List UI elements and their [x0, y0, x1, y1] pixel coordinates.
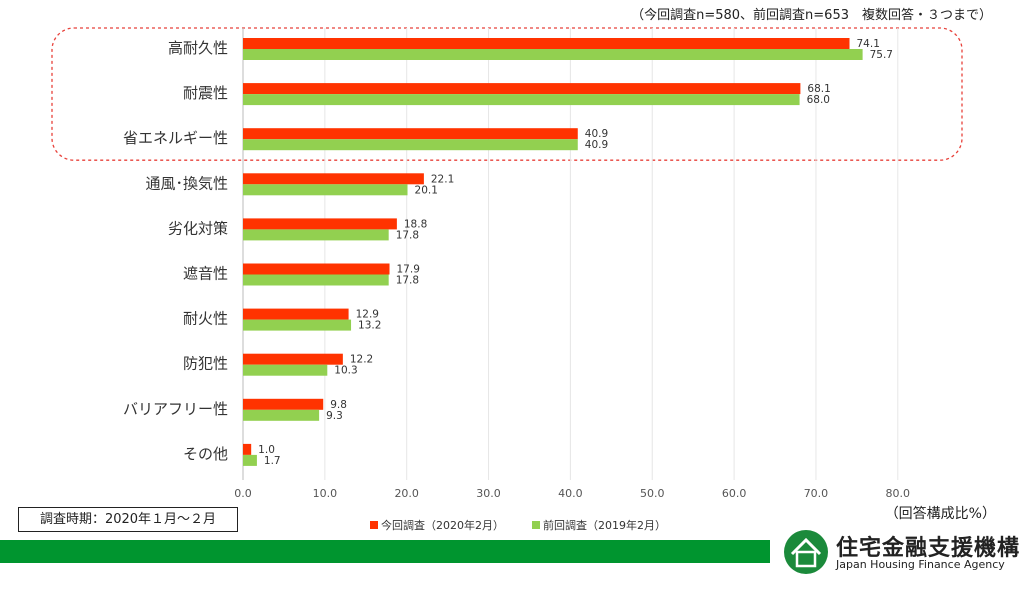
x-tick-label: 60.0: [722, 487, 747, 500]
highlight-box: [51, 27, 963, 161]
data-label-previous: 75.7: [870, 49, 893, 61]
bar-current: [243, 263, 390, 275]
data-label-previous: 17.8: [396, 229, 419, 241]
x-tick-label: 10.0: [313, 487, 338, 500]
bar-current: [243, 38, 850, 49]
bar-previous: [243, 409, 320, 421]
survey-note: （今回調査n=580、前回調査n=653 複数回答・３つまで）: [631, 8, 992, 23]
data-label-previous: 10.3: [334, 365, 357, 377]
x-tick-label: 50.0: [640, 487, 665, 500]
bar-current: [243, 218, 397, 230]
legend-swatch-previous: [532, 521, 540, 529]
bar-previous: [243, 184, 408, 196]
bar-current: [243, 398, 324, 410]
bar-previous: [243, 94, 800, 106]
footer-green-bar: [0, 540, 770, 563]
data-label-current: 74.1: [857, 38, 880, 50]
legend-swatch-current: [370, 521, 378, 529]
bar-previous: [243, 49, 863, 60]
data-label-current: 1.0: [258, 444, 275, 456]
data-label-current: 17.9: [397, 264, 420, 276]
category-label: 耐火性: [183, 310, 228, 328]
chart-legend: 今回調査（2020年2月） 前回調査（2019年2月）: [370, 517, 666, 533]
bar-current: [243, 308, 349, 320]
jhf-logo: 住宅金融支援機構 Japan Housing Finance Agency: [780, 528, 1024, 578]
legend-item-current: 今回調査（2020年2月）: [370, 517, 504, 533]
legend-label-previous: 前回調査（2019年2月）: [543, 519, 666, 532]
bar-previous: [243, 139, 578, 151]
data-label-previous: 20.1: [415, 184, 438, 196]
data-label-previous: 1.7: [264, 455, 281, 467]
legend-label-current: 今回調査（2020年2月）: [381, 519, 504, 532]
bar-chart: 0.0 10.0 20.0 30.0 40.0 50.0 60.0 70.0 80.0 高耐久性 7…: [51, 27, 963, 500]
category-label: その他: [183, 445, 228, 463]
data-label-previous: 17.8: [396, 275, 419, 287]
x-tick-label: 70.0: [804, 487, 829, 500]
data-label-current: 18.8: [404, 218, 427, 230]
data-label-previous: 40.9: [585, 139, 608, 151]
x-tick-label: 80.0: [886, 487, 911, 500]
data-label-current: 22.1: [431, 173, 454, 185]
bar-current: [243, 353, 343, 365]
unit-label: （回答構成比%）: [884, 506, 996, 522]
category-label: 通風･換気性: [145, 174, 228, 192]
data-label-current: 12.9: [356, 309, 379, 321]
data-label-previous: 68.0: [807, 94, 830, 106]
bar-current: [243, 443, 252, 455]
category-label: 高耐久性: [168, 39, 228, 57]
jhf-logo-mark: [784, 530, 828, 574]
logo-text-jp: 住宅金融支援機構: [836, 536, 1021, 561]
category-label: 省エネルギー性: [123, 129, 228, 147]
bar-previous: [243, 454, 257, 466]
data-label-current: 9.8: [330, 399, 347, 411]
bar-previous: [243, 274, 389, 286]
category-label: 劣化対策: [168, 219, 228, 237]
data-label-current: 40.9: [585, 128, 608, 140]
legend-item-previous: 前回調査（2019年2月）: [532, 517, 666, 533]
bar-previous: [243, 229, 389, 241]
bar-current: [243, 173, 424, 185]
category-label: 耐震性: [183, 84, 228, 102]
data-label-current: 68.1: [807, 83, 830, 95]
survey-period-box: 調査時期：2020年１月～２月: [18, 507, 238, 532]
data-label-previous: 9.3: [326, 410, 343, 422]
x-tick-label: 40.0: [558, 487, 583, 500]
bar-previous: [243, 364, 328, 376]
category-label: 遮音性: [183, 265, 228, 283]
x-tick-label: 20.0: [394, 487, 419, 500]
x-tick-label: 0.0: [234, 487, 252, 500]
x-tick-label: 30.0: [476, 487, 501, 500]
logo-text-en: Japan Housing Finance Agency: [836, 558, 1005, 571]
bar-current: [243, 83, 801, 95]
category-label: 防犯性: [183, 355, 228, 373]
data-label-previous: 13.2: [358, 320, 381, 332]
bar-previous: [243, 319, 352, 331]
data-label-current: 12.2: [350, 354, 373, 366]
category-label: バリアフリー性: [123, 400, 228, 418]
bar-current: [243, 128, 578, 140]
